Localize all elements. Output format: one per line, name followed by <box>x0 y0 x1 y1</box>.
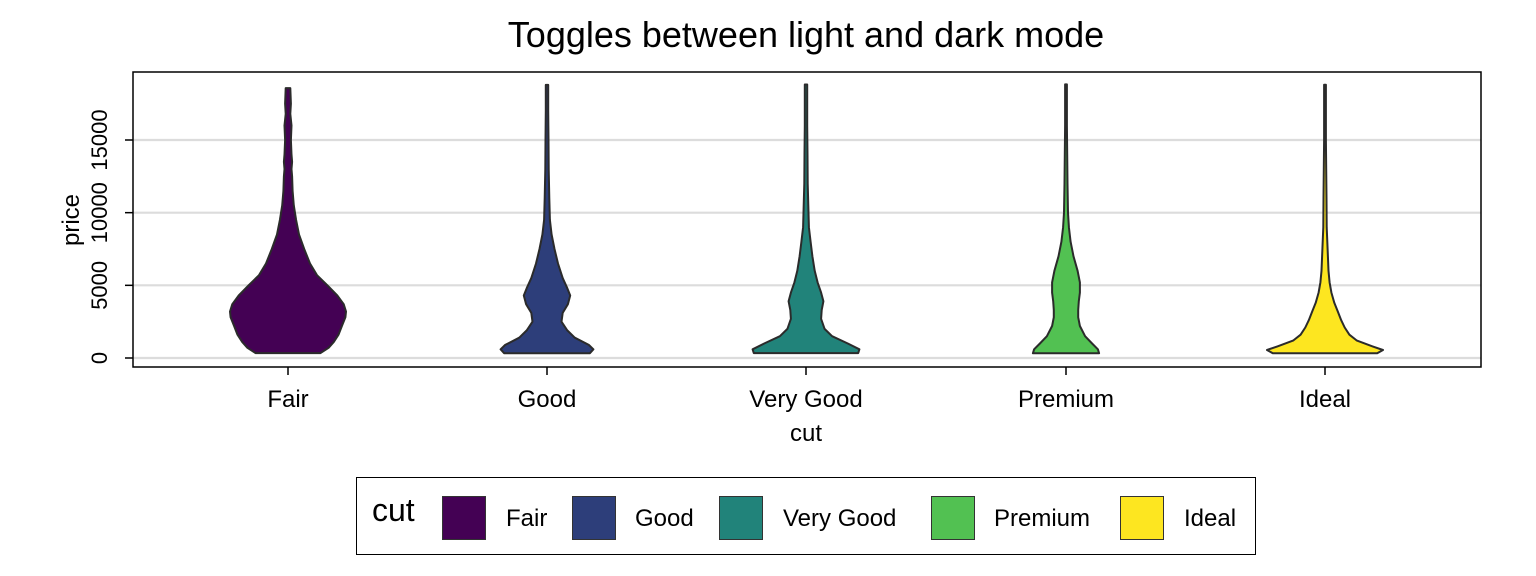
legend-label-ideal: Ideal <box>1184 505 1237 532</box>
legend-key-very-good <box>719 496 763 540</box>
legend-key-fair <box>442 496 486 540</box>
x-axis-title: cut <box>790 420 822 447</box>
x-tick-label: Fair <box>267 386 308 413</box>
x-tick-label: Ideal <box>1299 386 1351 413</box>
violin-premium <box>1031 83 1101 355</box>
violins <box>229 83 1384 355</box>
y-axis-title: price <box>58 194 85 246</box>
violin-very-good <box>751 83 861 355</box>
x-axis: Fair Good Very Good Premium Ideal <box>267 367 1351 413</box>
x-tick-label: Very Good <box>749 386 862 413</box>
legend-key-premium <box>931 496 975 540</box>
legend-label-fair: Fair <box>506 505 548 532</box>
legend-label-very-good: Very Good <box>783 505 897 532</box>
legend: cut Fair Good Very Good Premium Ideal <box>356 477 1256 555</box>
x-tick-label: Good <box>518 386 577 413</box>
violin-good <box>499 83 595 355</box>
legend-key-good <box>572 496 616 540</box>
violin-fair <box>229 87 347 355</box>
y-tick-label: 5000 <box>87 261 112 310</box>
violin-ideal <box>1266 83 1384 355</box>
chart-title: Toggles between light and dark mode <box>508 14 1104 55</box>
panel-border <box>132 71 1482 368</box>
legend-title: cut <box>372 492 415 528</box>
y-tick-label: 15000 <box>87 109 112 170</box>
legend-key-ideal <box>1120 496 1164 540</box>
legend-label-good: Good <box>635 505 694 532</box>
x-tick-label: Premium <box>1018 386 1114 413</box>
y-tick-label: 0 <box>87 352 112 364</box>
legend-label-premium: Premium <box>994 505 1091 532</box>
y-tick-label: 10000 <box>87 182 112 243</box>
y-axis: 0 5000 10000 15000 <box>87 109 133 364</box>
